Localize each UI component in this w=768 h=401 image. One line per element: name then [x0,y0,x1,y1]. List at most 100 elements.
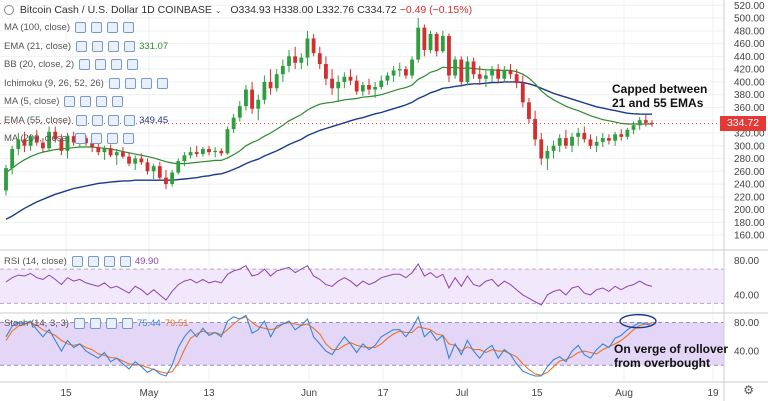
y-tick-label: 500.00 [734,14,765,25]
close-value: C334.72 [357,4,397,16]
eye-icon[interactable] [76,114,88,126]
rsi-band [0,269,724,304]
stoch-label[interactable]: Stoch (14, 3, 3) [4,318,69,329]
candle-body [120,152,125,157]
settings-icon[interactable] [89,318,101,329]
y-tick-label: 200.00 [734,205,765,216]
more-icon[interactable] [121,318,133,329]
candle-body [342,76,347,82]
settings-icon[interactable] [87,256,99,267]
settings-icon[interactable] [95,59,107,70]
more-icon[interactable] [123,22,134,33]
y-tick-label: 300.00 [734,141,765,152]
candle-body [47,131,51,149]
chart-title: Bitcoin Cash / U.S. Dollar 1D COINBASE ⌄… [4,4,472,16]
more-icon[interactable] [156,77,168,89]
candle-body [65,136,70,151]
candle-body [139,158,144,163]
symbol-dropdown-icon[interactable]: ⌄ [214,6,222,15]
eye-icon[interactable] [75,22,86,33]
settings-icon[interactable] [91,133,102,144]
close-icon[interactable] [107,22,118,33]
candle-body [164,177,168,185]
last-price-tag: 334.72 [720,116,766,132]
settings-icon[interactable] [91,22,102,33]
candle-body [502,70,507,79]
rsi-label[interactable]: RSI (14, close) [4,256,67,267]
eye-icon[interactable] [64,96,76,107]
legend-label[interactable]: MA (5, close) [4,96,60,107]
candle-body [41,142,45,149]
candle-body [582,132,587,140]
legend-label[interactable]: EMA (21, close) [4,40,72,52]
candle-body [207,148,211,153]
candle-body [496,69,501,79]
symbol-name[interactable]: Bitcoin Cash / U.S. Dollar [19,4,139,16]
interval-label[interactable]: 1D [141,4,155,16]
close-icon[interactable] [140,77,152,89]
more-icon[interactable] [112,96,124,107]
more-icon[interactable] [123,133,134,144]
y-tick-label: 240.00 [734,180,765,191]
more-icon[interactable] [124,114,136,126]
candle-body [330,78,334,89]
candle-body [10,148,15,169]
stoch-k-line [5,314,653,377]
candle-body [244,89,248,107]
legend-label[interactable]: MA (200, close) [4,133,70,144]
x-tick-label: 17 [377,388,389,399]
close-icon[interactable] [96,96,108,107]
eye-icon[interactable] [79,59,91,70]
settings-icon[interactable] [124,77,136,89]
y-tick-label: 460.00 [734,39,765,50]
annotation-line: from overbought [614,356,710,370]
x-tick-label: Aug [615,388,633,399]
stoch-d-value: 79.51 [164,318,189,329]
candle-body [237,106,242,118]
eye-icon[interactable] [71,256,83,267]
eye-icon[interactable] [73,318,85,329]
stoch-panel [0,313,724,377]
close-icon[interactable] [108,114,120,126]
candle-body [588,139,593,146]
candle-body [367,85,371,90]
close-icon[interactable] [103,256,115,267]
open-value: O334.93 [230,4,271,16]
y-tick-label: 440.00 [734,52,765,63]
close-icon[interactable] [107,133,118,144]
more-icon[interactable] [119,256,131,267]
candle-body [336,81,341,89]
settings-icon[interactable] [92,40,104,52]
eye-icon[interactable] [108,77,120,89]
y-tick-label: 320.00 [734,128,765,139]
close-icon[interactable] [105,318,117,329]
candle-body [145,162,150,172]
candle-body [213,150,218,153]
candle-body [545,150,550,159]
more-icon[interactable] [124,40,136,52]
legend-label[interactable]: BB (20, close, 2) [4,59,75,70]
rsi-y-tick-label: 40.00 [734,290,759,301]
y-tick-label: 260.00 [734,167,765,178]
candle-body [256,99,261,109]
exchange-label: COINBASE [157,4,212,16]
legend-label[interactable]: EMA (55, close) [4,114,72,126]
candle-body [348,76,353,81]
candle-body [625,129,630,137]
annotation-line: On verge of rollover [614,342,729,356]
y-tick-label: 360.00 [734,103,765,114]
legend-label[interactable]: Ichimoku (9, 26, 52, 26) [4,77,104,89]
settings-gear-icon[interactable]: ⚙ [743,383,754,397]
eye-icon[interactable] [75,133,86,144]
eye-icon[interactable] [76,40,88,52]
more-icon[interactable] [127,59,139,70]
close-icon[interactable] [108,40,120,52]
candle-body [416,27,421,60]
close-icon[interactable] [111,59,123,70]
legend-label[interactable]: MA (100, close) [4,22,70,33]
candle-body [250,89,255,109]
candle-body [533,118,538,140]
candle-body [114,152,119,156]
settings-icon[interactable] [92,114,104,126]
settings-icon[interactable] [80,96,92,107]
